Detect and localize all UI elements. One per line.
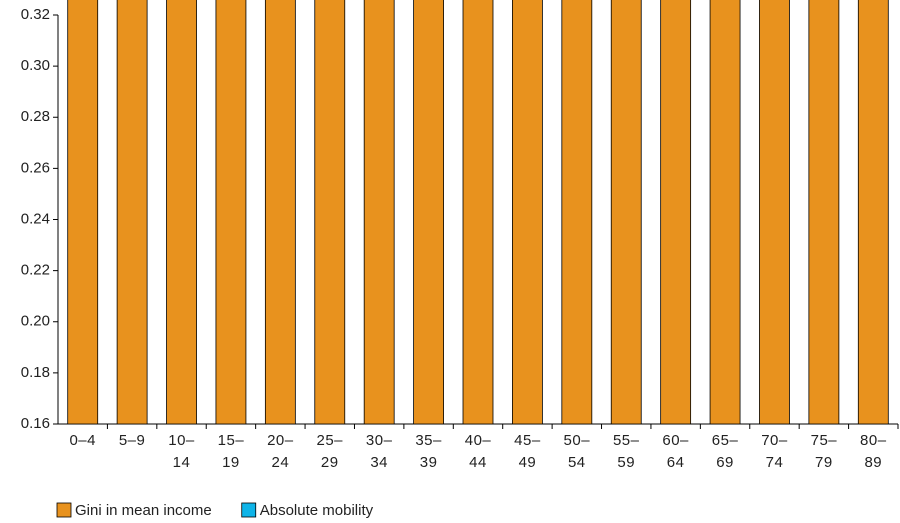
y-tick-label: 0.26	[21, 159, 50, 176]
y-tick-label: 0.16	[21, 415, 50, 432]
bar-segment	[709, 0, 741, 425]
bar-segment	[561, 0, 593, 425]
x-tick-label: 45–49	[514, 432, 541, 471]
bar-segment	[363, 0, 395, 425]
bar-segment	[264, 0, 296, 425]
bar-segment	[116, 0, 148, 425]
x-tick-label: 60–64	[662, 432, 689, 471]
bar-segment	[166, 0, 197, 425]
x-tick-label: 55–59	[612, 432, 640, 471]
x-tick-label: 15–19	[217, 432, 245, 471]
y-tick-label: 0.30	[21, 57, 50, 74]
legend-swatch	[241, 502, 257, 518]
legend-swatch	[56, 502, 72, 518]
bar-segment	[67, 0, 99, 425]
bar-segment	[413, 0, 444, 425]
bar-segment	[660, 0, 692, 425]
x-tick-label: 70–74	[761, 432, 788, 471]
x-tick-label: 30–34	[365, 432, 393, 471]
bar-segment	[512, 0, 543, 425]
x-tick-label: 40–44	[464, 432, 492, 471]
y-tick-label: 0.18	[21, 364, 50, 381]
x-tick-label: 20–24	[267, 432, 294, 471]
legend-label: Absolute mobility	[260, 502, 374, 519]
x-tick-label: 0–4	[69, 432, 96, 449]
bar-segment	[857, 0, 889, 425]
bar-segment	[610, 0, 642, 425]
y-tick-label: 0.32	[21, 6, 50, 23]
x-tick-label: 80–89	[860, 432, 887, 471]
x-tick-label: 25–29	[316, 432, 344, 471]
bar-segment	[215, 0, 247, 425]
y-tick-label: 0.24	[21, 210, 50, 227]
x-tick-label: 10–14	[168, 432, 195, 471]
x-tick-label: 35–39	[415, 432, 442, 471]
x-tick-label: 65–69	[711, 432, 739, 471]
bar-segment	[759, 0, 790, 425]
bar-segment	[808, 0, 840, 425]
x-tick-label: 5–9	[118, 432, 146, 449]
bar-segment	[314, 0, 346, 425]
bar-segment	[462, 0, 494, 425]
y-tick-label: 0.22	[21, 262, 50, 279]
legend-label: Gini in mean income	[75, 502, 212, 519]
y-tick-label: 0.28	[21, 108, 50, 125]
x-tick-label: 50–54	[563, 432, 591, 471]
y-tick-label: 0.20	[21, 313, 50, 330]
x-tick-label: 75–79	[810, 432, 838, 471]
